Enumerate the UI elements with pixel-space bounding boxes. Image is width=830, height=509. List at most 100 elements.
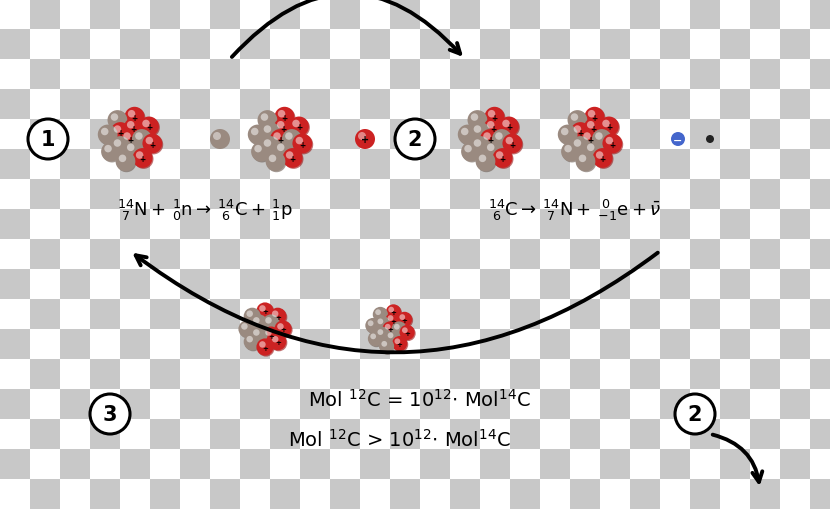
Bar bbox=[450, 329, 480, 359]
Circle shape bbox=[258, 112, 278, 132]
Text: +: + bbox=[295, 123, 302, 132]
Bar bbox=[660, 329, 690, 359]
Bar bbox=[300, 449, 330, 479]
Bar bbox=[510, 150, 540, 180]
Bar bbox=[180, 120, 210, 150]
Bar bbox=[180, 30, 210, 60]
Text: +: + bbox=[281, 114, 288, 123]
Bar bbox=[210, 240, 240, 269]
Bar bbox=[600, 0, 630, 30]
Circle shape bbox=[252, 144, 272, 163]
Bar bbox=[60, 419, 90, 449]
Bar bbox=[30, 449, 60, 479]
Circle shape bbox=[244, 333, 261, 351]
Bar bbox=[780, 359, 810, 389]
Bar bbox=[60, 269, 90, 299]
Circle shape bbox=[277, 324, 284, 330]
Bar bbox=[120, 0, 150, 30]
Bar bbox=[510, 449, 540, 479]
Bar bbox=[630, 449, 660, 479]
Text: +: + bbox=[130, 125, 137, 133]
Bar bbox=[270, 419, 300, 449]
Circle shape bbox=[386, 331, 402, 347]
Bar bbox=[390, 269, 420, 299]
Bar bbox=[330, 359, 360, 389]
Bar bbox=[810, 60, 830, 90]
Bar bbox=[420, 419, 450, 449]
Circle shape bbox=[124, 119, 144, 138]
Circle shape bbox=[284, 150, 304, 169]
Bar bbox=[360, 389, 390, 419]
Circle shape bbox=[593, 131, 613, 151]
Bar bbox=[150, 150, 180, 180]
Bar bbox=[810, 329, 830, 359]
Bar bbox=[630, 269, 660, 299]
Circle shape bbox=[399, 315, 405, 320]
Bar bbox=[660, 359, 690, 389]
Bar bbox=[810, 479, 830, 509]
Bar bbox=[480, 359, 510, 389]
Bar bbox=[120, 210, 150, 240]
Circle shape bbox=[583, 141, 603, 161]
Bar bbox=[60, 240, 90, 269]
Circle shape bbox=[355, 130, 375, 150]
Bar bbox=[90, 329, 120, 359]
Circle shape bbox=[572, 124, 591, 144]
Bar bbox=[720, 60, 750, 90]
Bar bbox=[180, 180, 210, 210]
Bar bbox=[360, 120, 390, 150]
Bar bbox=[390, 240, 420, 269]
Circle shape bbox=[492, 130, 512, 150]
Circle shape bbox=[458, 125, 477, 145]
Bar bbox=[270, 240, 300, 269]
Bar bbox=[330, 269, 360, 299]
Text: +: + bbox=[146, 123, 152, 132]
Bar bbox=[690, 419, 720, 449]
Bar bbox=[480, 180, 510, 210]
Bar bbox=[240, 210, 270, 240]
Bar bbox=[480, 60, 510, 90]
Bar bbox=[540, 0, 570, 30]
Circle shape bbox=[124, 120, 144, 139]
Text: +: + bbox=[117, 129, 124, 138]
Bar bbox=[30, 329, 60, 359]
Bar bbox=[450, 90, 480, 120]
Bar bbox=[450, 449, 480, 479]
Bar bbox=[600, 240, 630, 269]
Circle shape bbox=[286, 152, 293, 159]
Circle shape bbox=[295, 137, 303, 145]
Bar bbox=[300, 240, 330, 269]
Bar bbox=[210, 0, 240, 30]
Circle shape bbox=[121, 131, 141, 151]
Bar bbox=[300, 299, 330, 329]
Bar bbox=[810, 240, 830, 269]
Bar bbox=[570, 0, 600, 30]
Bar bbox=[690, 150, 720, 180]
Text: +: + bbox=[587, 136, 593, 145]
Bar bbox=[420, 329, 450, 359]
Bar bbox=[90, 299, 120, 329]
Bar bbox=[300, 180, 330, 210]
Circle shape bbox=[272, 336, 278, 343]
Circle shape bbox=[502, 134, 522, 154]
Text: +: + bbox=[290, 155, 295, 164]
Bar bbox=[360, 479, 390, 509]
Bar bbox=[660, 180, 690, 210]
Bar bbox=[240, 120, 270, 150]
Bar bbox=[480, 329, 510, 359]
Circle shape bbox=[486, 108, 505, 128]
Bar bbox=[600, 150, 630, 180]
Bar bbox=[480, 449, 510, 479]
Bar bbox=[240, 30, 270, 60]
Bar bbox=[630, 389, 660, 419]
Circle shape bbox=[127, 144, 134, 152]
Circle shape bbox=[120, 130, 140, 150]
Circle shape bbox=[98, 125, 118, 145]
Bar bbox=[330, 329, 360, 359]
Bar bbox=[570, 449, 600, 479]
Bar bbox=[300, 359, 330, 389]
Circle shape bbox=[266, 153, 286, 173]
Bar bbox=[90, 419, 120, 449]
Circle shape bbox=[394, 338, 400, 345]
Bar bbox=[780, 30, 810, 60]
